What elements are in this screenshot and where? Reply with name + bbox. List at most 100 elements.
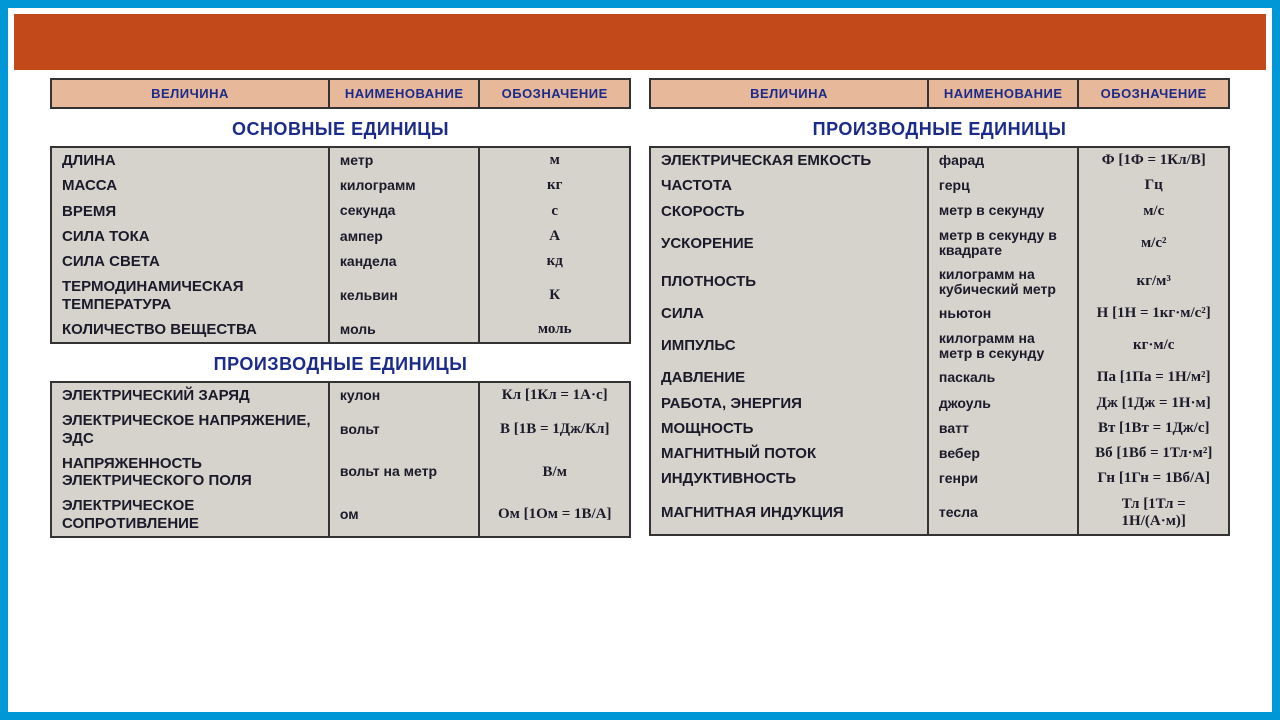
symbol-cell: кг·м/с bbox=[1078, 327, 1229, 366]
table-row: МОЩНОСТЬваттВт [1Вт = 1Дж/с] bbox=[650, 416, 1229, 441]
quantity-cell: МОЩНОСТЬ bbox=[650, 416, 928, 441]
basic-units-title: ОСНОВНЫЕ ЕДИНИЦЫ bbox=[50, 115, 631, 146]
table-row: ПЛОТНОСТЬкилограмм на кубический метркг/… bbox=[650, 263, 1229, 302]
basic-units-table: ДЛИНАметрмМАССАкилограммкгВРЕМЯсекундасС… bbox=[50, 146, 631, 344]
symbol-cell: м bbox=[479, 147, 630, 173]
symbol-cell: Ом [1Ом = 1В/А] bbox=[479, 493, 630, 537]
quantity-cell: ЧАСТОТА bbox=[650, 173, 928, 198]
quantity-cell: ИМПУЛЬС bbox=[650, 327, 928, 366]
name-cell: метр bbox=[329, 147, 480, 173]
symbol-cell: Тл [1Тл = 1Н/(А·м)] bbox=[1078, 492, 1229, 535]
table-row: СИЛА СВЕТАканделакд bbox=[51, 249, 630, 274]
name-cell: кулон bbox=[329, 382, 480, 408]
table-row: РАБОТА, ЭНЕРГИЯджоульДж [1Дж = 1Н·м] bbox=[650, 391, 1229, 416]
quantity-cell: ЭЛЕКТРИЧЕСКОЕ СОПРОТИВЛЕНИЕ bbox=[51, 493, 329, 537]
title-bar bbox=[14, 14, 1266, 70]
symbol-cell: В [1В = 1Дж/Кл] bbox=[479, 408, 630, 451]
quantity-cell: РАБОТА, ЭНЕРГИЯ bbox=[650, 391, 928, 416]
quantity-cell: ИНДУКТИВНОСТЬ bbox=[650, 466, 928, 491]
table-row: ЭЛЕКТРИЧЕСКИЙ ЗАРЯДкулонКл [1Кл = 1А·с] bbox=[51, 382, 630, 408]
name-cell: ньютон bbox=[928, 301, 1079, 326]
symbol-cell: с bbox=[479, 199, 630, 224]
header-symbol: ОБОЗНАЧЕНИЕ bbox=[1078, 79, 1229, 108]
name-cell: тесла bbox=[928, 492, 1079, 535]
header-name: НАИМЕНОВАНИЕ bbox=[928, 79, 1079, 108]
quantity-cell: НАПРЯЖЕННОСТЬ ЭЛЕКТРИЧЕСКОГО ПОЛЯ bbox=[51, 451, 329, 494]
name-cell: паскаль bbox=[928, 365, 1079, 390]
name-cell: кандела bbox=[329, 249, 480, 274]
name-cell: ом bbox=[329, 493, 480, 537]
table-row: ДАВЛЕНИЕпаскальПа [1Па = 1Н/м²] bbox=[650, 365, 1229, 390]
name-cell: килограмм на кубический метр bbox=[928, 263, 1079, 302]
quantity-cell: УСКОРЕНИЕ bbox=[650, 224, 928, 263]
symbol-cell: Кл [1Кл = 1А·с] bbox=[479, 382, 630, 408]
quantity-cell: ДАВЛЕНИЕ bbox=[650, 365, 928, 390]
quantity-cell: СИЛА bbox=[650, 301, 928, 326]
quantity-cell: КОЛИЧЕСТВО ВЕЩЕСТВА bbox=[51, 317, 329, 343]
name-cell: килограмм bbox=[329, 173, 480, 198]
derived-units-table-left: ЭЛЕКТРИЧЕСКИЙ ЗАРЯДкулонКл [1Кл = 1А·с]Э… bbox=[50, 381, 631, 538]
name-cell: вольт bbox=[329, 408, 480, 451]
table-row: МАГНИТНАЯ ИНДУКЦИЯтеслаТл [1Тл = 1Н/(А·м… bbox=[650, 492, 1229, 535]
symbol-cell: кг bbox=[479, 173, 630, 198]
quantity-cell: МАССА bbox=[51, 173, 329, 198]
table-row: МАГНИТНЫЙ ПОТОКвеберВб [1Вб = 1Тл·м²] bbox=[650, 441, 1229, 466]
page-frame: ВЕЛИЧИНА НАИМЕНОВАНИЕ ОБОЗНАЧЕНИЕ ОСНОВН… bbox=[8, 8, 1272, 712]
symbol-cell: Па [1Па = 1Н/м²] bbox=[1078, 365, 1229, 390]
content-area: ВЕЛИЧИНА НАИМЕНОВАНИЕ ОБОЗНАЧЕНИЕ ОСНОВН… bbox=[14, 78, 1266, 544]
quantity-cell: ЭЛЕКТРИЧЕСКОЕ НАПРЯЖЕНИЕ, ЭДС bbox=[51, 408, 329, 451]
derived-units-title-right: ПРОИЗВОДНЫЕ ЕДИНИЦЫ bbox=[649, 115, 1230, 146]
quantity-cell: МАГНИТНАЯ ИНДУКЦИЯ bbox=[650, 492, 928, 535]
name-cell: ампер bbox=[329, 224, 480, 249]
right-header-table: ВЕЛИЧИНА НАИМЕНОВАНИЕ ОБОЗНАЧЕНИЕ bbox=[649, 78, 1230, 109]
table-row: ЭЛЕКТРИЧЕСКОЕ НАПРЯЖЕНИЕ, ЭДСвольтВ [1В … bbox=[51, 408, 630, 451]
name-cell: секунда bbox=[329, 199, 480, 224]
quantity-cell: ТЕРМОДИНАМИЧЕСКАЯ ТЕМПЕРАТУРА bbox=[51, 274, 329, 317]
name-cell: кельвин bbox=[329, 274, 480, 317]
table-row: МАССАкилограммкг bbox=[51, 173, 630, 198]
table-row: УСКОРЕНИЕметр в секунду в квадратем/с² bbox=[650, 224, 1229, 263]
derived-units-table-right: ЭЛЕКТРИЧЕСКАЯ ЕМКОСТЬфарадФ [1Ф = 1Кл/В]… bbox=[649, 146, 1230, 536]
name-cell: метр в секунду в квадрате bbox=[928, 224, 1079, 263]
header-quantity: ВЕЛИЧИНА bbox=[51, 79, 329, 108]
table-row: ВЕЛИЧИНА НАИМЕНОВАНИЕ ОБОЗНАЧЕНИЕ bbox=[650, 79, 1229, 108]
name-cell: метр в секунду bbox=[928, 199, 1079, 224]
symbol-cell: Гн [1Гн = 1Вб/А] bbox=[1078, 466, 1229, 491]
name-cell: ватт bbox=[928, 416, 1079, 441]
quantity-cell: СИЛА ТОКА bbox=[51, 224, 329, 249]
symbol-cell: Ф [1Ф = 1Кл/В] bbox=[1078, 147, 1229, 173]
name-cell: генри bbox=[928, 466, 1079, 491]
name-cell: фарад bbox=[928, 147, 1079, 173]
symbol-cell: В/м bbox=[479, 451, 630, 494]
table-row: НАПРЯЖЕННОСТЬ ЭЛЕКТРИЧЕСКОГО ПОЛЯвольт н… bbox=[51, 451, 630, 494]
symbol-cell: Вт [1Вт = 1Дж/с] bbox=[1078, 416, 1229, 441]
symbol-cell: А bbox=[479, 224, 630, 249]
table-row: ИМПУЛЬСкилограмм на метр в секундукг·м/с bbox=[650, 327, 1229, 366]
table-row: ДЛИНАметрм bbox=[51, 147, 630, 173]
table-row: ЭЛЕКТРИЧЕСКАЯ ЕМКОСТЬфарадФ [1Ф = 1Кл/В] bbox=[650, 147, 1229, 173]
symbol-cell: м/с bbox=[1078, 199, 1229, 224]
name-cell: вебер bbox=[928, 441, 1079, 466]
name-cell: килограмм на метр в секунду bbox=[928, 327, 1079, 366]
quantity-cell: ДЛИНА bbox=[51, 147, 329, 173]
symbol-cell: Вб [1Вб = 1Тл·м²] bbox=[1078, 441, 1229, 466]
symbol-cell: кд bbox=[479, 249, 630, 274]
table-row: КОЛИЧЕСТВО ВЕЩЕСТВАмольмоль bbox=[51, 317, 630, 343]
left-column: ВЕЛИЧИНА НАИМЕНОВАНИЕ ОБОЗНАЧЕНИЕ ОСНОВН… bbox=[50, 78, 631, 544]
table-row: ЧАСТОТАгерцГц bbox=[650, 173, 1229, 198]
quantity-cell: ЭЛЕКТРИЧЕСКАЯ ЕМКОСТЬ bbox=[650, 147, 928, 173]
name-cell: джоуль bbox=[928, 391, 1079, 416]
table-row: ТЕРМОДИНАМИЧЕСКАЯ ТЕМПЕРАТУРАкельвинК bbox=[51, 274, 630, 317]
quantity-cell: МАГНИТНЫЙ ПОТОК bbox=[650, 441, 928, 466]
symbol-cell: Н [1Н = 1кг·м/с²] bbox=[1078, 301, 1229, 326]
header-quantity: ВЕЛИЧИНА bbox=[650, 79, 928, 108]
right-column: ВЕЛИЧИНА НАИМЕНОВАНИЕ ОБОЗНАЧЕНИЕ ПРОИЗВ… bbox=[649, 78, 1230, 544]
quantity-cell: СИЛА СВЕТА bbox=[51, 249, 329, 274]
quantity-cell: ПЛОТНОСТЬ bbox=[650, 263, 928, 302]
name-cell: моль bbox=[329, 317, 480, 343]
table-row: ЭЛЕКТРИЧЕСКОЕ СОПРОТИВЛЕНИЕомОм [1Ом = 1… bbox=[51, 493, 630, 537]
header-name: НАИМЕНОВАНИЕ bbox=[329, 79, 480, 108]
header-symbol: ОБОЗНАЧЕНИЕ bbox=[479, 79, 630, 108]
name-cell: вольт на метр bbox=[329, 451, 480, 494]
symbol-cell: Дж [1Дж = 1Н·м] bbox=[1078, 391, 1229, 416]
